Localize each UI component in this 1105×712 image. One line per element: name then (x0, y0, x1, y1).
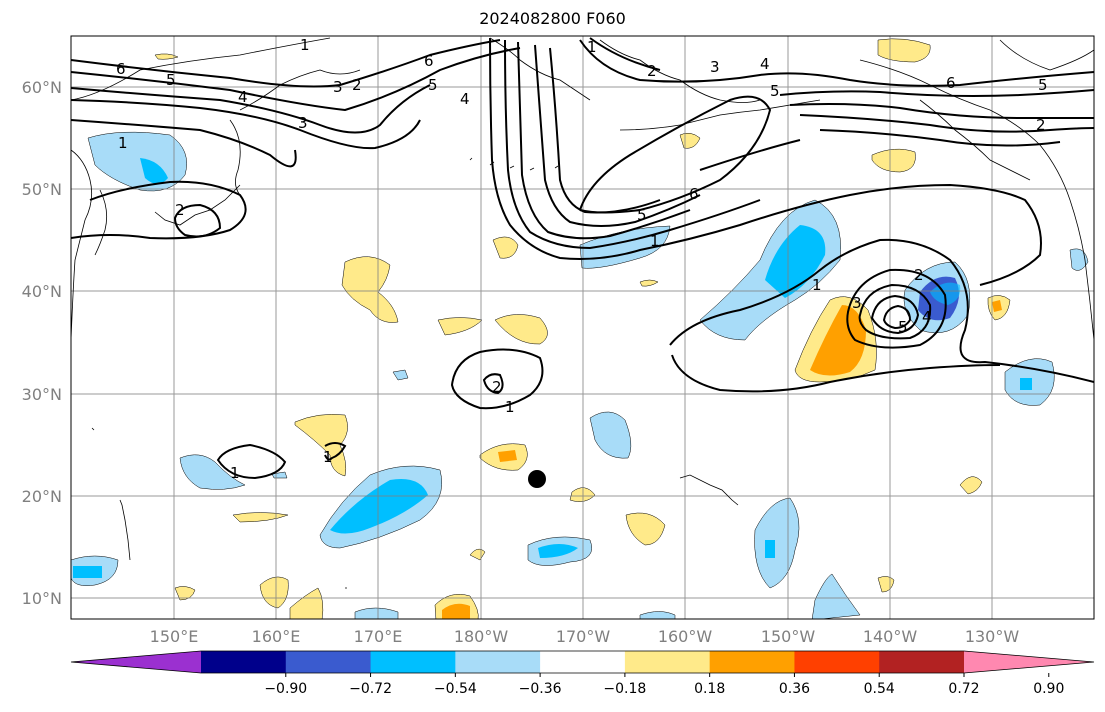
contour-label: 2 (647, 62, 657, 80)
contour-label: 5 (770, 82, 780, 100)
colorbar-segment (709, 651, 795, 673)
colorbar-tick-label: 0.18 (694, 681, 725, 697)
colorbar-tick-label: 0.72 (948, 681, 979, 697)
contour-label: 6 (424, 52, 434, 70)
contour-labels: 6 5 4 3 3 2 1 1 2 6 5 4 1 2 3 4 5 6 5 1 … (116, 36, 1048, 482)
colorbar-tick-label: −0.90 (264, 681, 307, 697)
location-marker (528, 470, 546, 488)
colorbar-tick-label: 0.54 (864, 681, 895, 697)
colorbar-segment (370, 651, 456, 673)
colorbar: −0.90 −0.72 −0.54 −0.36 −0.18 0.18 0.36 0.54 0.7… (70, 650, 1095, 697)
contour-label: 6 (689, 185, 699, 203)
colorbar-outline (70, 650, 1095, 674)
colorbar-segment (624, 651, 711, 673)
colorbar-tick-label: 0.90 (1033, 681, 1064, 697)
colorbar-segment (285, 651, 372, 673)
lat-label: 20°N (22, 487, 62, 506)
contour-label: 4 (922, 308, 932, 326)
lon-label: 150°W (761, 627, 816, 646)
lon-label: 160°W (658, 627, 713, 646)
contour-label: 1 (118, 134, 128, 152)
colorbar-segment (879, 651, 965, 673)
colorbar-tick-label: −0.54 (434, 681, 477, 697)
contour-label: 1 (323, 448, 333, 466)
lon-label: 150°E (150, 627, 199, 646)
contour-label: 2 (914, 266, 924, 284)
contour-label: 3 (852, 294, 862, 312)
contour-label: 2 (1036, 116, 1046, 134)
contour-label: 4 (760, 55, 770, 73)
contour-label: 6 (116, 60, 126, 78)
contour-label: 3 (333, 78, 343, 96)
contour-label: 1 (505, 398, 515, 416)
lon-label: 180°W (454, 627, 509, 646)
contour-label: 4 (460, 90, 470, 108)
colorbar-segment (201, 651, 287, 673)
map-title: 2024082800 F060 (479, 9, 626, 28)
colorbar-segment (794, 651, 880, 673)
colorbar-tick-label: −0.18 (603, 681, 646, 697)
contour-label: 5 (898, 318, 908, 336)
contour-label: 3 (710, 58, 720, 76)
lat-label: 10°N (22, 589, 62, 608)
lat-label: 30°N (22, 385, 62, 404)
lat-label: 50°N (22, 180, 62, 199)
colorbar-segment (455, 651, 541, 673)
contour-label: 5 (637, 206, 647, 224)
colorbar-tick-label: −0.36 (519, 681, 562, 697)
lon-label: 140°W (863, 627, 918, 646)
contour-label: 2 (175, 201, 185, 219)
contour-label: 5 (1038, 76, 1048, 94)
contour-label: 4 (238, 88, 248, 106)
lon-label: 160°E (252, 627, 301, 646)
colorbar-extend-low (71, 651, 201, 673)
lat-label: 60°N (22, 78, 62, 97)
latitude-labels: 60°N 50°N 40°N 30°N 20°N 10°N (22, 78, 62, 608)
colorbar-extend-high (964, 651, 1094, 673)
map-frame (70, 35, 1095, 620)
colorbar-tick-label: 0.36 (779, 681, 810, 697)
contour-label: 1 (230, 464, 240, 482)
contour-label: 5 (166, 71, 176, 89)
colorbar-segment (540, 651, 626, 673)
lon-label: 170°E (354, 627, 403, 646)
lat-label: 40°N (22, 282, 62, 301)
contour-label: 2 (492, 378, 502, 396)
gridlines (71, 36, 1094, 619)
lon-label: 170°W (556, 627, 611, 646)
contours (71, 37, 1094, 480)
contour-label: 3 (298, 114, 308, 132)
longitude-labels: 150°E 160°E 170°E 180°W 170°W 160°W 150°… (150, 627, 1020, 646)
contour-label: 1 (812, 276, 822, 294)
contour-label: 1 (650, 232, 660, 250)
contour-label: 1 (587, 38, 597, 56)
lon-label: 130°W (965, 627, 1020, 646)
contour-label: 2 (352, 76, 362, 94)
contour-label: 1 (300, 36, 310, 54)
colorbar-tick-label: −0.72 (349, 681, 392, 697)
contour-label: 5 (428, 76, 438, 94)
contour-label: 6 (946, 74, 956, 92)
